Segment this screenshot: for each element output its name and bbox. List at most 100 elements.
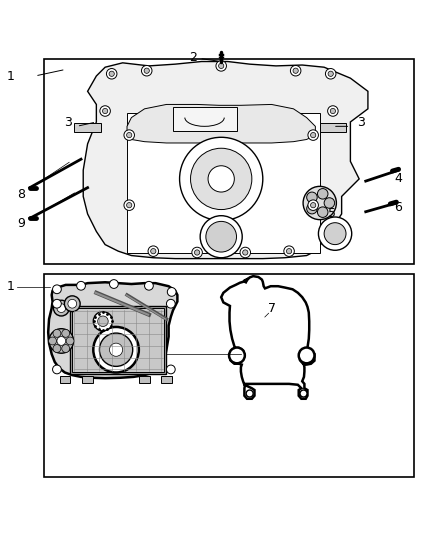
Circle shape — [109, 71, 114, 76]
Circle shape — [53, 365, 61, 374]
Circle shape — [110, 343, 123, 356]
Circle shape — [57, 304, 66, 312]
Bar — [72, 308, 164, 372]
Circle shape — [110, 280, 118, 288]
Circle shape — [299, 348, 314, 364]
Circle shape — [328, 71, 333, 76]
Bar — [44, 59, 414, 264]
Bar — [44, 273, 414, 477]
Polygon shape — [83, 61, 368, 259]
Bar — [70, 306, 166, 374]
Circle shape — [194, 250, 200, 255]
Text: 4: 4 — [394, 172, 402, 184]
Circle shape — [318, 189, 328, 199]
Circle shape — [99, 333, 133, 366]
Text: 1: 1 — [7, 70, 15, 83]
Circle shape — [318, 217, 352, 251]
Bar — [74, 123, 101, 132]
Circle shape — [144, 68, 149, 74]
Text: 3: 3 — [64, 116, 72, 130]
Circle shape — [106, 69, 117, 79]
Bar — [139, 376, 150, 383]
Circle shape — [192, 247, 202, 258]
Circle shape — [290, 66, 301, 76]
Polygon shape — [221, 276, 314, 399]
Bar — [161, 376, 172, 383]
Circle shape — [167, 287, 176, 296]
Circle shape — [124, 130, 134, 140]
Circle shape — [68, 300, 77, 308]
Circle shape — [206, 221, 237, 252]
Polygon shape — [48, 282, 177, 378]
Circle shape — [53, 345, 61, 352]
Text: 5: 5 — [328, 207, 336, 220]
Circle shape — [166, 365, 175, 374]
Circle shape — [318, 207, 328, 217]
Circle shape — [98, 316, 108, 327]
Text: 9: 9 — [17, 217, 25, 230]
Circle shape — [300, 390, 307, 397]
Bar — [60, 376, 70, 383]
Circle shape — [308, 200, 318, 211]
Circle shape — [49, 329, 74, 353]
Circle shape — [53, 300, 61, 308]
Circle shape — [308, 130, 318, 140]
Circle shape — [246, 390, 253, 397]
Circle shape — [151, 248, 156, 254]
Circle shape — [64, 296, 80, 312]
Circle shape — [303, 187, 336, 220]
Circle shape — [77, 281, 85, 290]
Text: 1: 1 — [7, 280, 15, 293]
Circle shape — [191, 148, 252, 209]
Circle shape — [311, 133, 316, 138]
Circle shape — [328, 106, 338, 116]
Circle shape — [53, 300, 69, 316]
Circle shape — [307, 204, 317, 214]
Circle shape — [324, 198, 335, 208]
Bar — [320, 123, 346, 132]
Circle shape — [293, 68, 298, 74]
Circle shape — [93, 312, 113, 331]
Circle shape — [145, 281, 153, 290]
Circle shape — [62, 329, 70, 337]
Circle shape — [102, 108, 108, 114]
Circle shape — [49, 337, 57, 345]
Circle shape — [127, 133, 132, 138]
Circle shape — [311, 203, 316, 208]
Circle shape — [62, 345, 70, 352]
Circle shape — [330, 108, 336, 114]
Bar — [173, 107, 237, 131]
Circle shape — [53, 329, 61, 337]
Circle shape — [148, 246, 159, 256]
Circle shape — [180, 138, 263, 221]
Text: 3: 3 — [357, 116, 365, 130]
Circle shape — [240, 247, 251, 258]
Circle shape — [53, 285, 61, 294]
Circle shape — [166, 300, 175, 308]
Circle shape — [208, 166, 234, 192]
Text: 7: 7 — [268, 302, 276, 314]
Circle shape — [219, 63, 224, 69]
Circle shape — [216, 61, 226, 71]
Circle shape — [200, 216, 242, 258]
Bar — [127, 113, 320, 253]
Circle shape — [66, 337, 74, 345]
Circle shape — [127, 203, 132, 208]
Circle shape — [229, 348, 245, 364]
Text: 6: 6 — [394, 201, 402, 214]
Text: 8: 8 — [17, 188, 25, 201]
Circle shape — [243, 250, 248, 255]
Circle shape — [93, 327, 139, 373]
Circle shape — [325, 69, 336, 79]
Circle shape — [141, 66, 152, 76]
Polygon shape — [127, 104, 315, 143]
Circle shape — [307, 192, 317, 203]
Bar — [82, 376, 93, 383]
Circle shape — [284, 246, 294, 256]
Circle shape — [124, 200, 134, 211]
Circle shape — [286, 248, 292, 254]
Text: 2: 2 — [189, 51, 197, 64]
Circle shape — [324, 223, 346, 245]
Circle shape — [100, 106, 110, 116]
Circle shape — [57, 336, 66, 345]
